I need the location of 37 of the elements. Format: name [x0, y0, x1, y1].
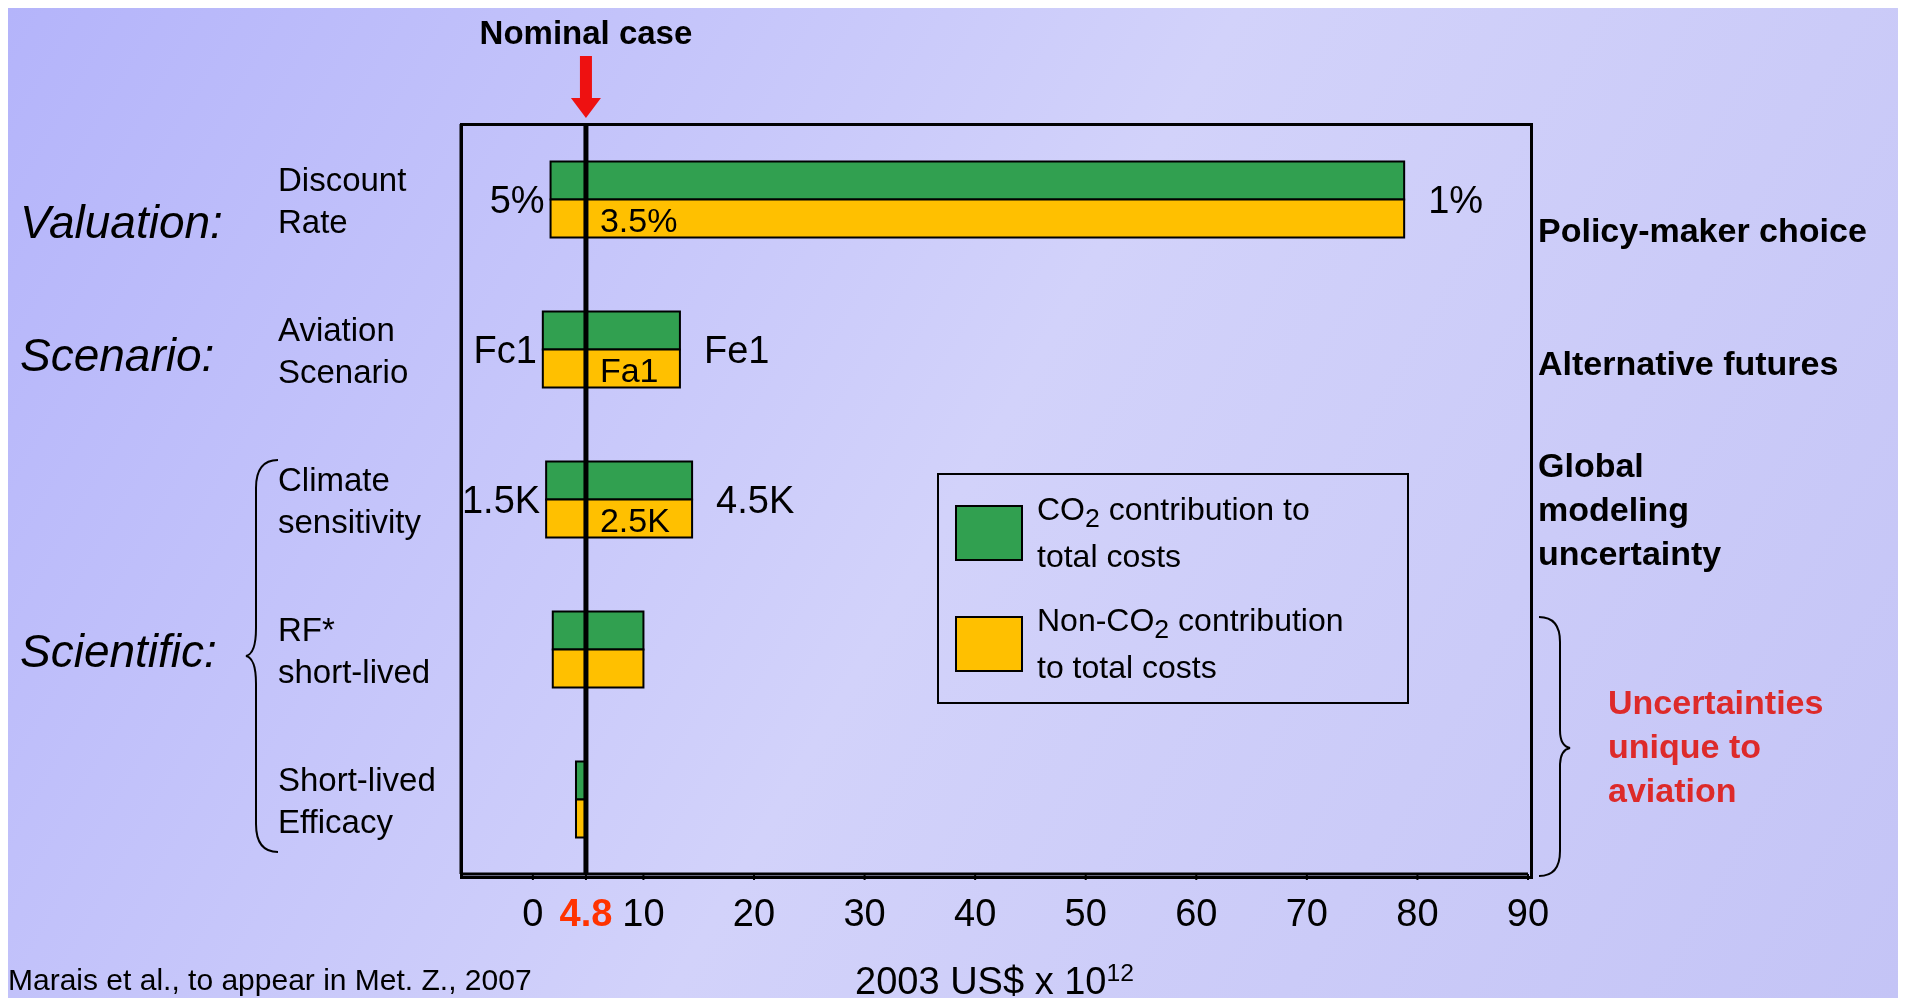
text: Scientific:: [20, 624, 217, 679]
annotation: 1.5K: [461, 479, 541, 521]
text: Marais et al., to appear in Met. Z., 2007: [8, 962, 533, 998]
text: Policy-maker choice: [1538, 210, 1868, 251]
y-tick-label: Discount Rate: [278, 161, 407, 240]
annotation: 3.5%: [599, 201, 678, 239]
text: Uncertainties unique to aviation: [1608, 682, 1825, 812]
x-tick-label: 50: [1064, 892, 1107, 934]
x-tick-label: 60: [1175, 892, 1218, 934]
x-tick-label: 4.8: [559, 892, 613, 934]
ref-line-label: Nominal case: [479, 14, 693, 51]
y-tick-label: RF* short-lived: [278, 611, 431, 690]
annotation: Fa1: [599, 351, 659, 389]
annotation: 2.5K: [599, 501, 671, 539]
y-tick-label: Aviation Scenario: [278, 311, 409, 390]
x-tick-label: 0: [522, 892, 544, 934]
x-tick-label: 10: [622, 892, 665, 934]
x-tick-label: 30: [843, 892, 886, 934]
legend-label: CO$_{2}$ contribution to total costs: [1037, 490, 1311, 577]
x-axis-title: 2003 US$ x 10$^{12}$: [855, 958, 1134, 1002]
text: Alternative futures: [1538, 343, 1840, 384]
x-tick-label: 80: [1396, 892, 1439, 934]
x-tick-label: 90: [1506, 892, 1550, 934]
annotation: Fc1: [473, 329, 537, 371]
text: Global modeling uncertainty: [1538, 445, 1723, 575]
annotation: 5%: [489, 179, 545, 221]
annotation: 4.5K: [716, 479, 795, 521]
x-tick-label: 20: [732, 892, 776, 934]
text: Scenario:: [20, 328, 215, 383]
x-tick-label: 70: [1285, 892, 1328, 934]
legend-label: Non-CO$_{2}$ contribution to total costs: [1037, 600, 1345, 687]
annotation: 1%: [1428, 179, 1484, 221]
y-tick-label: Climate sensitivity: [278, 461, 422, 540]
annotation: Fe1: [703, 329, 770, 371]
x-tick-label: 40: [954, 892, 997, 934]
y-tick-label: Short-lived Efficacy: [278, 761, 436, 840]
text: Valuation:: [20, 195, 223, 250]
